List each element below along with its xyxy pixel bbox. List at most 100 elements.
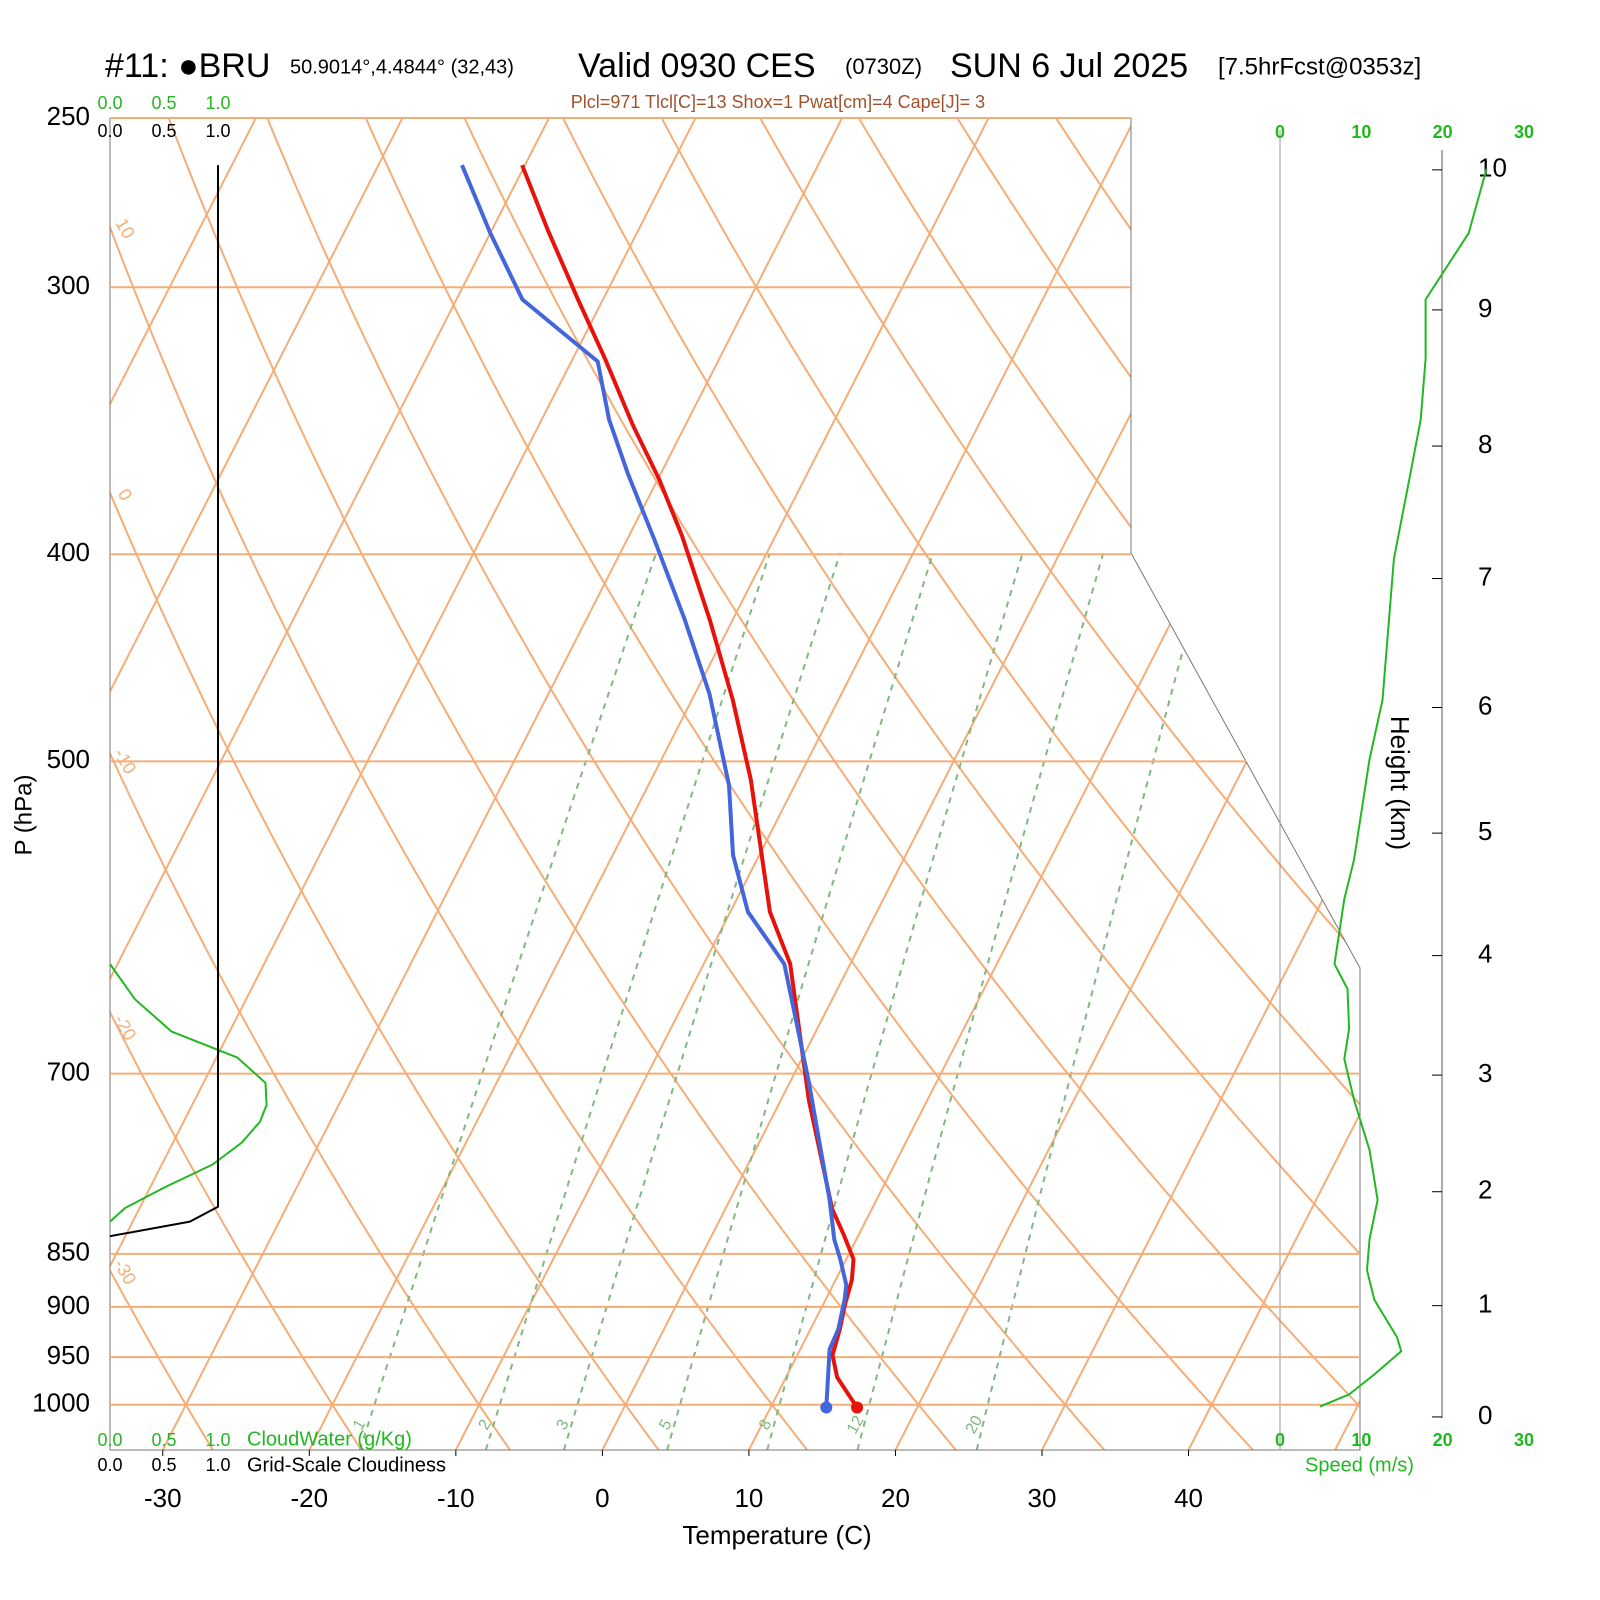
height-tick-label: 3 (1478, 1058, 1492, 1088)
cloud-water-line (109, 963, 268, 1223)
x-tick-label: 0 (595, 1483, 609, 1513)
dry-adiabat (759, 118, 1360, 1450)
isotherm (161, 118, 843, 1450)
dewpoint-line (460, 164, 849, 1408)
dry-adiabat (110, 118, 511, 1450)
x-tick-label: 10 (734, 1483, 763, 1513)
y-tick-label: 700 (47, 1057, 90, 1087)
x-axis-title: Temperature (C) (682, 1520, 871, 1550)
mixing-ratio-line (358, 552, 658, 1450)
subtitle: Plcl=971 Tlcl[C]=13 Shox=1 Pwat[cm]=4 Ca… (571, 92, 985, 112)
speed-tick-label-top: 10 (1351, 122, 1371, 142)
y-tick-label: 250 (47, 101, 90, 131)
cloudiness-tick-bottom: 0.0 (97, 1455, 122, 1475)
y-tick-label: 950 (47, 1340, 90, 1370)
height-tick-label: 8 (1478, 429, 1492, 459)
dry-adiabat (1153, 118, 1360, 1450)
mixing-ratio-label: 3 (553, 1417, 572, 1433)
x-tick-label: -30 (144, 1483, 182, 1513)
dry-adiabat (1055, 118, 1360, 1450)
dry-adiabat-label: 0 (114, 485, 136, 504)
dry-adiabat (660, 118, 1360, 1450)
mixing-ratio-label: 2 (476, 1417, 495, 1433)
speed-tick-label-bottom: 20 (1433, 1430, 1453, 1450)
dry-adiabat-label: -30 (110, 1256, 140, 1289)
mixing-ratio-label: 12 (844, 1413, 868, 1437)
y-axis-title: P (hPa) (10, 775, 37, 856)
mixing-ratio-line (856, 552, 1105, 1450)
dry-adiabat-label: -20 (110, 1011, 140, 1044)
dry-adiabat (110, 118, 363, 1450)
cloudiness-tick-top: 0.0 (97, 121, 122, 141)
cloud-water-tick-bottom: 0.0 (97, 1430, 122, 1450)
cloudiness-tick-top: 0.5 (151, 121, 176, 141)
cloud-water-tick-top: 0.5 (151, 93, 176, 113)
speed-tick-label-top: 20 (1433, 122, 1453, 142)
title-forecast: [7.5hrFcst@0353z] (1218, 53, 1421, 80)
speed-axis-title: Speed (m/s) (1305, 1454, 1414, 1476)
cloud-water-tick-top: 0.0 (97, 93, 122, 113)
mixing-ratio-line (975, 552, 1211, 1450)
isotherm (110, 118, 697, 1450)
x-tick-label: -20 (291, 1483, 329, 1513)
height-tick-label: 2 (1478, 1175, 1492, 1205)
cloudiness-title: Grid-Scale Cloudiness (247, 1454, 446, 1476)
cloudiness-tick-bottom: 1.0 (205, 1455, 230, 1475)
dry-adiabat (110, 118, 660, 1450)
dry-adiabat (364, 118, 1254, 1450)
cloud-water-tick-bottom: 0.5 (151, 1430, 176, 1450)
mixing-ratio-line (484, 552, 771, 1450)
height-tick-label: 1 (1478, 1289, 1492, 1319)
surface-point (851, 1401, 864, 1414)
isotherm (1041, 118, 1360, 1450)
height-tick-label: 0 (1478, 1400, 1492, 1430)
speed-tick-label-top: 30 (1514, 122, 1534, 142)
x-tick-label: 20 (881, 1483, 910, 1513)
height-tick-label: 5 (1478, 816, 1492, 846)
x-tick-label: -10 (437, 1483, 475, 1513)
isotherm (110, 118, 257, 1450)
dry-adiabat (167, 118, 957, 1450)
surface-point (820, 1401, 833, 1414)
speed-tick-label-bottom: 0 (1275, 1430, 1285, 1450)
title-date: SUN 6 Jul 2025 (950, 47, 1188, 85)
isotherm (894, 118, 1360, 1450)
speed-tick-label-top: 0 (1275, 122, 1285, 142)
dry-adiabat (956, 118, 1360, 1450)
y-tick-label: 850 (47, 1237, 90, 1267)
title-station: #11: ●BRU (105, 47, 270, 85)
height-tick-label: 10 (1478, 153, 1507, 183)
dry-adiabat-label: 10 (111, 215, 138, 242)
isotherm (1334, 118, 1360, 1450)
wind-speed-line (1319, 168, 1488, 1408)
mixing-ratio-line (562, 552, 842, 1450)
dry-adiabat (266, 118, 1106, 1450)
x-tick-label: 40 (1174, 1483, 1203, 1513)
dry-adiabat (110, 118, 808, 1450)
isotherm (454, 118, 1137, 1450)
isotherm (308, 118, 990, 1450)
y-tick-label: 300 (47, 270, 90, 300)
cloud-water-title: CloudWater (g/Kg) (247, 1428, 412, 1450)
height-axis-title: Height (km) (1385, 716, 1415, 850)
speed-tick-label-bottom: 30 (1514, 1430, 1534, 1450)
x-tick-label: 30 (1028, 1483, 1057, 1513)
y-tick-label: 1000 (32, 1388, 90, 1418)
mixing-ratio-label: 5 (656, 1417, 675, 1433)
cloudiness-tick-top: 1.0 (205, 121, 230, 141)
isotherm (1187, 118, 1360, 1450)
height-tick-label: 9 (1478, 293, 1492, 323)
cloudiness-line (109, 165, 219, 1238)
y-tick-label: 900 (47, 1290, 90, 1320)
speed-tick-label-bottom: 10 (1351, 1430, 1371, 1450)
height-tick-label: 4 (1478, 938, 1492, 968)
title-location: 50.9014°,4.4844° (32,43) (290, 56, 514, 78)
y-tick-label: 500 (47, 744, 90, 774)
y-tick-label: 400 (47, 537, 90, 567)
isotherm (110, 118, 550, 1450)
height-tick-label: 7 (1478, 561, 1492, 591)
mixing-ratio-label: 20 (963, 1413, 987, 1437)
dry-adiabat (463, 118, 1360, 1450)
isotherm (110, 118, 404, 1450)
